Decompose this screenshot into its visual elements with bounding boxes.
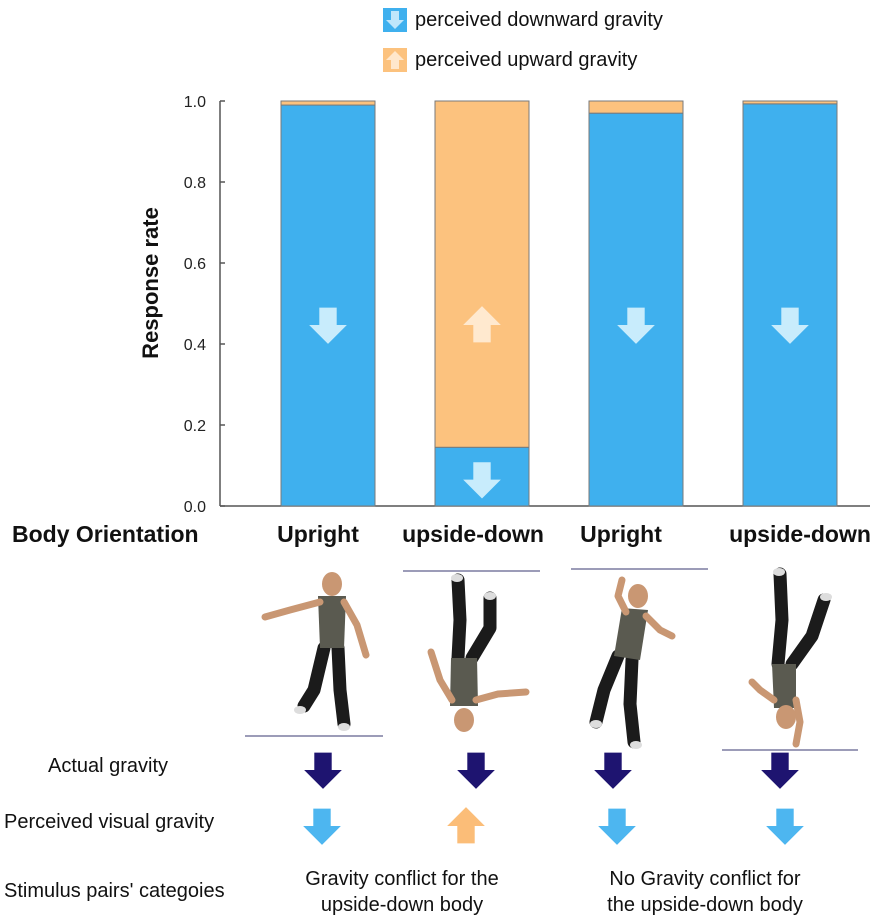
head [322, 572, 342, 596]
down-arrow-icon [383, 8, 407, 32]
y-tick-label: 0.8 [184, 175, 206, 192]
bar-upward [742, 100, 838, 105]
arm [792, 696, 804, 748]
legend-item-up: perceived upward gravity [383, 48, 637, 72]
leg [785, 593, 831, 671]
figure-upright-1 [261, 572, 370, 731]
down-arrow-icon [771, 307, 809, 344]
bar-upward [434, 100, 530, 448]
down-arrow-icon [463, 462, 501, 499]
orientation-label-2: upside-down [402, 521, 544, 547]
foot [484, 592, 496, 600]
legend-item-down: perceived downward gravity [383, 8, 663, 32]
stimulus-categories-label: Stimulus pairs' categoies [4, 880, 225, 902]
orientation-label-1: Upright [277, 521, 359, 547]
legend-label-down: perceived downward gravity [415, 8, 663, 31]
foot [294, 706, 306, 714]
actual-down-arrow-icon [457, 752, 495, 789]
torso [614, 608, 648, 660]
gravity-arrows [303, 752, 804, 845]
down-arrow-icon [309, 307, 347, 344]
torso [318, 596, 346, 648]
figure-upright-2 [589, 576, 676, 749]
conflict-line-2: upside-down body [320, 894, 484, 916]
bar-downward [280, 104, 376, 507]
arm [614, 576, 630, 616]
orientation-label-4: upside-down [729, 521, 871, 547]
noconflict-line-2: the upside-down body [607, 894, 803, 916]
torso [450, 658, 478, 706]
perceived-down-arrow-icon [766, 808, 804, 845]
head [628, 584, 648, 608]
actual-down-arrow-icon [594, 752, 632, 789]
y-tick-label: 1.0 [184, 94, 206, 111]
arm [340, 598, 370, 659]
foot [630, 741, 642, 749]
body-orientation-title: Body Orientation [12, 521, 199, 547]
arm [748, 678, 778, 704]
leg [465, 591, 497, 665]
foot [773, 568, 785, 576]
y-tick-label: 0.2 [184, 418, 206, 435]
arm [427, 648, 456, 704]
figure-upside-down-2 [748, 567, 832, 748]
y-axis-label: Response rate [138, 207, 163, 359]
leg [297, 641, 331, 713]
bar-upward [588, 100, 684, 114]
perceived-down-arrow-icon [598, 808, 636, 845]
leg [331, 641, 351, 731]
y-tick-label: 0.4 [184, 337, 206, 354]
arm [642, 612, 676, 640]
actual-down-arrow-icon [304, 752, 342, 789]
conflict-line-1: Gravity conflict for the [305, 868, 499, 890]
legend-label-up: perceived upward gravity [415, 48, 638, 71]
torso [772, 664, 796, 708]
down-arrow-icon [617, 307, 655, 344]
stimulus-figures [245, 567, 858, 751]
foot [590, 720, 602, 728]
actual-down-arrow-icon [761, 752, 799, 789]
foot [820, 593, 832, 601]
foot [451, 574, 463, 582]
arm [261, 598, 324, 621]
perceived-down-arrow-icon [303, 808, 341, 845]
y-tick-label: 0.6 [184, 256, 206, 273]
up-arrow-icon [463, 306, 501, 343]
actual-gravity-label: Actual gravity [48, 755, 169, 777]
y-tick-label: 0.0 [184, 499, 206, 516]
bar-upward [280, 100, 376, 106]
perceived-up-arrow-icon [447, 807, 485, 844]
foot [338, 723, 350, 731]
figure-upside-down-1 [427, 573, 530, 732]
leg [451, 573, 467, 665]
bars [280, 100, 838, 507]
head [776, 705, 796, 729]
conflict-category: Gravity conflict for the upside-down bod… [305, 866, 498, 918]
orientation-label-3: Upright [580, 521, 662, 547]
leg [623, 653, 641, 749]
leg [771, 567, 789, 671]
noconflict-category: No Gravity conflict for the upside-down … [607, 866, 803, 918]
leg [589, 649, 625, 729]
up-arrow-icon [383, 48, 407, 72]
arm [472, 688, 530, 704]
noconflict-line-1: No Gravity conflict for [609, 868, 801, 890]
perceived-visual-gravity-label: Perceived visual gravity [4, 811, 215, 833]
head [454, 708, 474, 732]
bar-downward [742, 103, 838, 507]
